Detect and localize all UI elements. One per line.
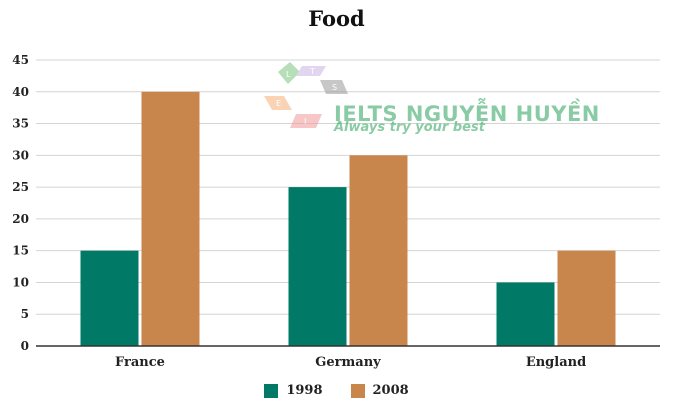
- bar-france-2008: [141, 91, 200, 347]
- bar-germany-1998: [288, 187, 347, 346]
- bar-england-1998: [496, 282, 555, 346]
- legend-label-1998: 1998: [286, 383, 323, 398]
- y-tick-label: 10: [12, 275, 29, 289]
- x-tick-label-germany: Germany: [315, 355, 381, 370]
- bar-england-2008: [557, 250, 616, 346]
- legend-item-1998: 1998: [264, 383, 323, 398]
- y-tick-label: 15: [12, 244, 29, 258]
- y-tick-label: 5: [21, 307, 29, 321]
- x-axis-labels: France Germany England: [115, 355, 586, 370]
- y-tick-label: 45: [12, 53, 29, 67]
- y-tick-label: 25: [12, 180, 29, 194]
- gridlines: [36, 59, 660, 315]
- legend-swatch-1998: [264, 383, 279, 398]
- y-tick-label: 30: [12, 148, 29, 162]
- x-tick-label-france: France: [115, 355, 165, 370]
- y-tick-label: 35: [12, 117, 29, 131]
- y-tick-label: 20: [12, 212, 29, 226]
- legend-swatch-2008: [350, 383, 365, 398]
- chart-title: Food: [308, 6, 365, 31]
- bar-france-1998: [80, 250, 139, 346]
- bar-germany-2008: [349, 155, 408, 346]
- legend: 1998 2008: [0, 383, 673, 398]
- legend-label-2008: 2008: [372, 383, 409, 398]
- y-tick-label: 40: [12, 85, 29, 99]
- y-tick-label: 0: [21, 339, 29, 353]
- y-axis-ticks: 0 5 10 15 20 25 30 35 40 45: [12, 53, 29, 353]
- x-tick-label-england: England: [526, 355, 586, 370]
- legend-item-2008: 2008: [350, 383, 409, 398]
- bars: [80, 91, 616, 347]
